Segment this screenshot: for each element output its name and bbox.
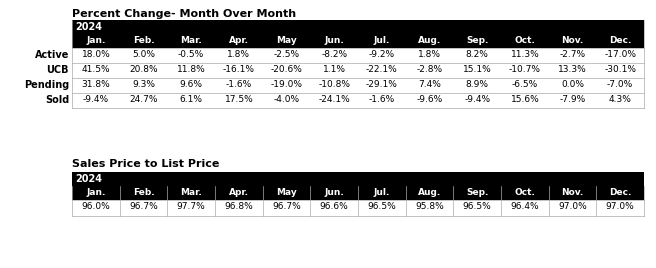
Text: Jun.: Jun. [324, 36, 344, 45]
Text: 8.2%: 8.2% [466, 50, 489, 59]
Text: Dec.: Dec. [609, 36, 631, 45]
Text: Sep.: Sep. [466, 188, 488, 197]
Text: 2024: 2024 [75, 174, 102, 184]
Text: Jun.: Jun. [324, 188, 344, 197]
Text: -17.0%: -17.0% [604, 50, 636, 59]
Text: 17.5%: 17.5% [224, 95, 253, 104]
Text: 9.3%: 9.3% [132, 80, 155, 89]
Text: -9.2%: -9.2% [369, 50, 395, 59]
Text: 96.7%: 96.7% [129, 202, 158, 211]
Text: 97.0%: 97.0% [558, 202, 587, 211]
Text: Jul.: Jul. [374, 188, 390, 197]
Text: 1.8%: 1.8% [418, 50, 441, 59]
Text: 8.9%: 8.9% [466, 80, 489, 89]
Text: Nov.: Nov. [562, 36, 584, 45]
Text: 96.7%: 96.7% [272, 202, 301, 211]
Text: Feb.: Feb. [133, 188, 154, 197]
Text: Sold: Sold [45, 95, 69, 105]
Text: Sep.: Sep. [466, 36, 488, 45]
Text: May: May [276, 188, 297, 197]
Text: 11.8%: 11.8% [176, 65, 205, 74]
Text: Mar.: Mar. [180, 36, 202, 45]
Text: 5.0%: 5.0% [132, 50, 155, 59]
Text: 1.8%: 1.8% [228, 50, 251, 59]
Text: 96.4%: 96.4% [510, 202, 539, 211]
Text: 96.5%: 96.5% [462, 202, 491, 211]
Text: Sales Price to List Price: Sales Price to List Price [72, 159, 219, 169]
Bar [72, 34, 644, 48]
Text: 15.1%: 15.1% [462, 65, 491, 74]
Text: -9.4%: -9.4% [83, 95, 109, 104]
Bar [72, 172, 644, 186]
Text: 96.8%: 96.8% [224, 202, 253, 211]
Text: Percent Change- Month Over Month: Percent Change- Month Over Month [72, 9, 296, 19]
Text: Jan.: Jan. [86, 188, 106, 197]
Text: 0.0%: 0.0% [561, 80, 584, 89]
Text: -1.6%: -1.6% [369, 95, 395, 104]
Text: Dec.: Dec. [609, 188, 631, 197]
Text: -4.0%: -4.0% [274, 95, 300, 104]
Text: May: May [276, 36, 297, 45]
Text: 96.0%: 96.0% [81, 202, 110, 211]
Text: -7.0%: -7.0% [607, 80, 633, 89]
Text: 97.7%: 97.7% [176, 202, 205, 211]
Text: 20.8%: 20.8% [129, 65, 158, 74]
Text: -7.9%: -7.9% [560, 95, 586, 104]
Bar [72, 20, 644, 34]
Text: 6.1%: 6.1% [180, 95, 203, 104]
Text: 4.3%: 4.3% [609, 95, 632, 104]
Text: Oct.: Oct. [514, 188, 535, 197]
Text: 2024: 2024 [75, 22, 102, 32]
Text: -20.6%: -20.6% [270, 65, 302, 74]
Text: Feb.: Feb. [133, 36, 154, 45]
Text: -6.5%: -6.5% [512, 80, 538, 89]
Text: Jan.: Jan. [86, 36, 106, 45]
Text: 1.1%: 1.1% [323, 65, 346, 74]
Text: 96.6%: 96.6% [319, 202, 348, 211]
Text: -10.8%: -10.8% [318, 80, 350, 89]
Text: -24.1%: -24.1% [318, 95, 350, 104]
Text: Aug.: Aug. [418, 188, 441, 197]
Text: Active: Active [35, 50, 69, 60]
Text: Nov.: Nov. [562, 188, 584, 197]
Text: 24.7%: 24.7% [129, 95, 157, 104]
Text: -2.7%: -2.7% [560, 50, 586, 59]
Text: 15.6%: 15.6% [510, 95, 539, 104]
Text: -1.6%: -1.6% [226, 80, 252, 89]
Text: -0.5%: -0.5% [178, 50, 204, 59]
Text: 31.8%: 31.8% [81, 80, 110, 89]
Text: Apr.: Apr. [229, 36, 249, 45]
Text: -9.4%: -9.4% [464, 95, 490, 104]
Text: Oct.: Oct. [514, 36, 535, 45]
Text: UCB: UCB [47, 65, 69, 75]
Text: 11.3%: 11.3% [510, 50, 539, 59]
Text: Apr.: Apr. [229, 188, 249, 197]
Text: -8.2%: -8.2% [321, 50, 347, 59]
Text: 18.0%: 18.0% [81, 50, 110, 59]
Text: 7.4%: 7.4% [418, 80, 441, 89]
Text: -22.1%: -22.1% [366, 65, 398, 74]
Text: -2.5%: -2.5% [274, 50, 300, 59]
Text: -2.8%: -2.8% [417, 65, 443, 74]
Text: -9.6%: -9.6% [417, 95, 443, 104]
Text: Jul.: Jul. [374, 36, 390, 45]
Text: 41.5%: 41.5% [81, 65, 110, 74]
Text: 96.5%: 96.5% [367, 202, 396, 211]
Text: -10.7%: -10.7% [509, 65, 541, 74]
Text: 97.0%: 97.0% [605, 202, 634, 211]
Text: -19.0%: -19.0% [270, 80, 302, 89]
Text: -29.1%: -29.1% [366, 80, 398, 89]
Text: 13.3%: 13.3% [558, 65, 587, 74]
Text: Aug.: Aug. [418, 36, 441, 45]
Text: Pending: Pending [24, 80, 69, 90]
Text: -16.1%: -16.1% [223, 65, 255, 74]
Text: 95.8%: 95.8% [415, 202, 444, 211]
Bar [72, 186, 644, 200]
Text: Mar.: Mar. [180, 188, 202, 197]
Text: 9.6%: 9.6% [180, 80, 203, 89]
Text: -30.1%: -30.1% [604, 65, 636, 74]
